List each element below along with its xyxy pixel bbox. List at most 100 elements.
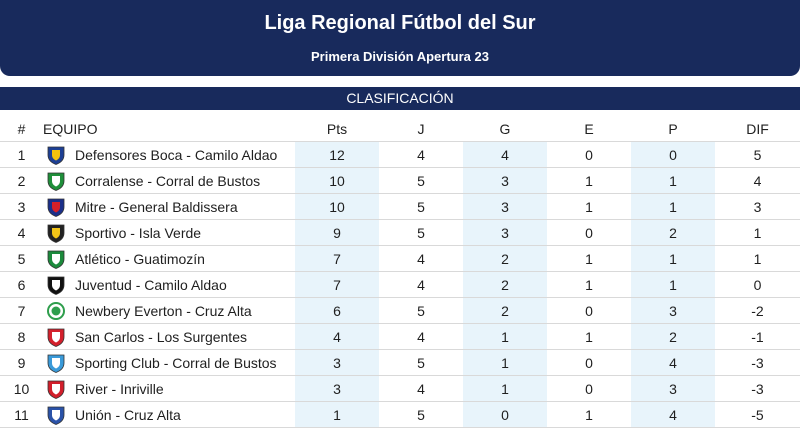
- team-crest-icon: [47, 379, 65, 399]
- points-cell: 7: [295, 245, 379, 272]
- played-cell: 4: [379, 141, 463, 168]
- goal-difference-cell: 0: [715, 271, 800, 298]
- lost-cell: 4: [631, 401, 715, 428]
- team-cell[interactable]: Corralense - Corral de Bustos: [43, 167, 295, 194]
- points-cell: 12: [295, 141, 379, 168]
- position-cell: 7: [0, 297, 43, 324]
- lost-cell: 0: [631, 141, 715, 168]
- team-name: Unión - Cruz Alta: [75, 406, 181, 423]
- column-header-goal-difference: DIF: [746, 121, 769, 137]
- points-cell: 7: [295, 271, 379, 298]
- won-cell: 3: [463, 193, 547, 220]
- position-cell: 4: [0, 219, 43, 246]
- played-cell: 5: [379, 349, 463, 376]
- drawn-cell: 1: [547, 193, 631, 220]
- team-name: Sporting Club - Corral de Bustos: [75, 354, 277, 371]
- team-cell[interactable]: Sportivo - Isla Verde: [43, 219, 295, 246]
- won-cell: 3: [463, 219, 547, 246]
- goal-difference-cell: 1: [715, 219, 800, 246]
- team-cell[interactable]: River - Inriville: [43, 375, 295, 402]
- position-cell: 9: [0, 349, 43, 376]
- lost-cell: 1: [631, 193, 715, 220]
- points-cell: 1: [295, 401, 379, 428]
- won-cell: 1: [463, 323, 547, 350]
- played-cell: 5: [379, 219, 463, 246]
- team-crest-icon: [47, 171, 65, 191]
- column-header-team: EQUIPO: [43, 121, 98, 137]
- points-cell: 3: [295, 375, 379, 402]
- team-name: Sportivo - Isla Verde: [75, 224, 202, 241]
- points-cell: 10: [295, 167, 379, 194]
- team-crest-icon: [47, 223, 65, 243]
- drawn-cell: 0: [547, 375, 631, 402]
- goal-difference-cell: -2: [715, 297, 800, 324]
- team-crest-icon: [47, 197, 65, 217]
- won-cell: 2: [463, 271, 547, 298]
- table-row[interactable]: 1 Defensores Boca - Camilo Aldao 12 4 4 …: [0, 141, 800, 168]
- drawn-cell: 1: [547, 323, 631, 350]
- column-header-played: J: [417, 121, 425, 137]
- standings-section-title: CLASIFICACIÓN: [0, 87, 800, 110]
- position-cell: 1: [0, 141, 43, 168]
- goal-difference-cell: 3: [715, 193, 800, 220]
- played-cell: 5: [379, 167, 463, 194]
- played-cell: 5: [379, 297, 463, 324]
- team-cell[interactable]: Mitre - General Baldissera: [43, 193, 295, 220]
- team-cell[interactable]: Atlético - Guatimozín: [43, 245, 295, 272]
- drawn-cell: 0: [547, 349, 631, 376]
- position-cell: 6: [0, 271, 43, 298]
- won-cell: 2: [463, 245, 547, 272]
- played-cell: 4: [379, 323, 463, 350]
- league-header: Liga Regional Fútbol del Sur Primera Div…: [0, 0, 800, 76]
- goal-difference-cell: 5: [715, 141, 800, 168]
- team-crest-icon: [47, 249, 65, 269]
- lost-cell: 1: [631, 245, 715, 272]
- table-row[interactable]: 4 Sportivo - Isla Verde 9 5 3 0 2 1: [0, 219, 800, 246]
- team-crest-icon: [47, 275, 65, 295]
- won-cell: 1: [463, 375, 547, 402]
- lost-cell: 2: [631, 323, 715, 350]
- table-row[interactable]: 5 Atlético - Guatimozín 7 4 2 1 1 1: [0, 245, 800, 272]
- team-cell[interactable]: Newbery Everton - Cruz Alta: [43, 297, 295, 324]
- drawn-cell: 1: [547, 271, 631, 298]
- team-crest-icon: [47, 405, 65, 425]
- points-cell: 3: [295, 349, 379, 376]
- team-cell[interactable]: San Carlos - Los Surgentes: [43, 323, 295, 350]
- lost-cell: 1: [631, 167, 715, 194]
- league-title: Liga Regional Fútbol del Sur: [264, 12, 536, 34]
- table-row[interactable]: 7 Newbery Everton - Cruz Alta 6 5 2 0 3 …: [0, 297, 800, 324]
- drawn-cell: 1: [547, 167, 631, 194]
- standings-body: 1 Defensores Boca - Camilo Aldao 12 4 4 …: [0, 141, 800, 428]
- table-row[interactable]: 10 River - Inriville 3 4 1 0 3 -3: [0, 375, 800, 402]
- team-name: River - Inriville: [75, 380, 164, 397]
- team-cell[interactable]: Juventud - Camilo Aldao: [43, 271, 295, 298]
- table-row[interactable]: 3 Mitre - General Baldissera 10 5 3 1 1 …: [0, 193, 800, 220]
- table-row[interactable]: 2 Corralense - Corral de Bustos 10 5 3 1…: [0, 167, 800, 194]
- position-cell: 10: [0, 375, 43, 402]
- team-name: Mitre - General Baldissera: [75, 198, 238, 215]
- goal-difference-cell: -1: [715, 323, 800, 350]
- team-cell[interactable]: Defensores Boca - Camilo Aldao: [43, 141, 295, 168]
- tournament-subtitle: Primera División Apertura 23: [311, 49, 489, 64]
- team-cell[interactable]: Sporting Club - Corral de Bustos: [43, 349, 295, 376]
- team-name: Newbery Everton - Cruz Alta: [75, 302, 252, 319]
- drawn-cell: 0: [547, 297, 631, 324]
- team-name: Defensores Boca - Camilo Aldao: [75, 146, 278, 163]
- team-name: San Carlos - Los Surgentes: [75, 328, 247, 345]
- drawn-cell: 0: [547, 219, 631, 246]
- drawn-cell: 1: [547, 245, 631, 272]
- table-row[interactable]: 11 Unión - Cruz Alta 1 5 0 1 4 -5: [0, 401, 800, 428]
- column-header-points: Pts: [326, 121, 348, 137]
- team-cell[interactable]: Unión - Cruz Alta: [43, 401, 295, 428]
- lost-cell: 1: [631, 271, 715, 298]
- table-row[interactable]: 6 Juventud - Camilo Aldao 7 4 2 1 1 0: [0, 271, 800, 298]
- drawn-cell: 1: [547, 401, 631, 428]
- goal-difference-cell: 1: [715, 245, 800, 272]
- won-cell: 4: [463, 141, 547, 168]
- position-cell: 8: [0, 323, 43, 350]
- table-row[interactable]: 8 San Carlos - Los Surgentes 4 4 1 1 2 -…: [0, 323, 800, 350]
- points-cell: 6: [295, 297, 379, 324]
- table-row[interactable]: 9 Sporting Club - Corral de Bustos 3 5 1…: [0, 349, 800, 376]
- won-cell: 1: [463, 349, 547, 376]
- team-name: Atlético - Guatimozín: [75, 250, 205, 267]
